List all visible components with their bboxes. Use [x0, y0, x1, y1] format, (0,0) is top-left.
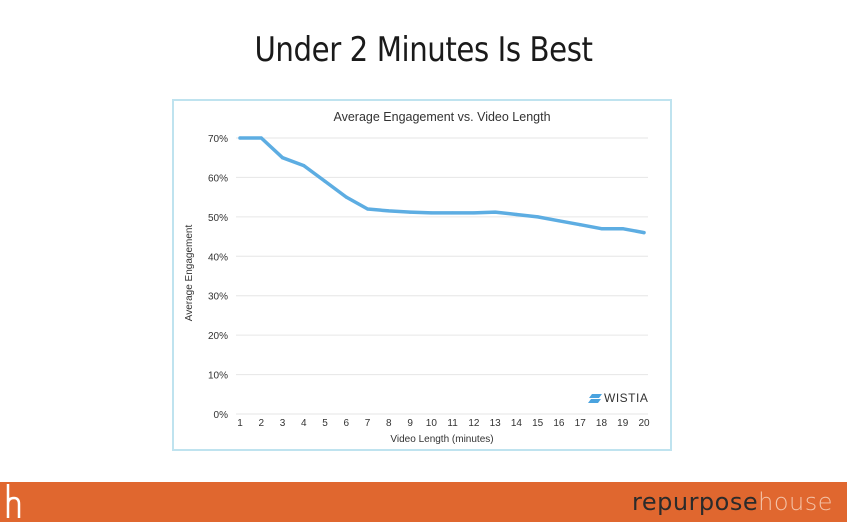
data-point [578, 223, 582, 227]
brand-text-strong: repurpose [632, 488, 759, 516]
x-tick-label: 17 [575, 418, 587, 429]
data-point [557, 219, 561, 223]
x-tick-label: 10 [426, 418, 438, 429]
data-point [387, 209, 391, 213]
data-point [323, 179, 327, 183]
x-tick-label: 16 [553, 418, 565, 429]
series-line [238, 136, 646, 235]
y-tick-label: 60% [208, 173, 228, 184]
y-axis-label: Average Engagement [184, 225, 195, 322]
data-point [238, 136, 242, 140]
x-tick-label: 9 [407, 418, 413, 429]
repurposehouse-logo: repurposehouse [632, 488, 833, 516]
y-tick-label: 10% [208, 371, 228, 382]
y-tick-label: 70% [208, 134, 228, 145]
x-tick-label: 4 [301, 418, 307, 429]
data-point [599, 227, 604, 231]
chart-frame: 0% 10% 20% 30% 40% 50% 60% 70% 1 2 3 4 5 6 7 8 9 10 11 12 1… [172, 99, 672, 451]
data-point [408, 210, 412, 214]
y-tick-label: 30% [208, 292, 228, 303]
x-axis-label: Video Length (minutes) [390, 434, 493, 445]
footer-bar: repurposehouse [0, 482, 847, 522]
x-tick-label: 13 [490, 418, 502, 429]
data-point [344, 195, 348, 199]
house-logo-icon [6, 484, 21, 518]
x-tick-label: 15 [532, 418, 544, 429]
x-tick-label: 7 [365, 418, 371, 429]
x-tick-label: 8 [386, 418, 392, 429]
data-point [429, 211, 433, 215]
y-tick-label: 20% [208, 331, 228, 342]
x-tick-label: 14 [511, 418, 523, 429]
wistia-logo-icon [588, 394, 602, 403]
wistia-logo: WISTIA [588, 391, 648, 405]
chart-title: Average Engagement vs. Video Length [333, 110, 550, 124]
x-tick-label: 5 [322, 418, 328, 429]
y-tick-label: 40% [208, 252, 228, 263]
brand-text-light: house [758, 488, 833, 516]
slide-title: Under 2 Minutes Is Best [254, 30, 593, 70]
data-point [472, 211, 476, 215]
x-tick-label: 19 [617, 418, 629, 429]
data-point [259, 136, 263, 140]
x-tick-label: 2 [258, 418, 264, 429]
y-tick-label: 50% [208, 213, 228, 224]
x-tick-label: 3 [280, 418, 286, 429]
data-point [514, 212, 519, 217]
x-tick-label: 18 [596, 418, 608, 429]
data-point [302, 164, 306, 168]
x-tick-label: 20 [638, 418, 650, 429]
data-point [536, 215, 540, 219]
x-tick-label: 12 [468, 418, 480, 429]
wistia-logo-text: WISTIA [604, 391, 648, 405]
x-tick-label: 6 [344, 418, 350, 429]
data-point [493, 210, 497, 214]
x-tick-label: 1 [237, 418, 243, 429]
data-point [451, 211, 455, 215]
data-point [280, 156, 285, 160]
engagement-chart: 0%10%20%30%40%50%60%70% 1 2 3 4 5 6 7 8 9 10 11 12 1… [184, 110, 650, 445]
y-tick-label: 0% [214, 410, 229, 421]
data-point [365, 207, 370, 211]
data-point [642, 231, 646, 235]
x-tick-label: 11 [447, 418, 458, 429]
data-point [621, 227, 625, 231]
